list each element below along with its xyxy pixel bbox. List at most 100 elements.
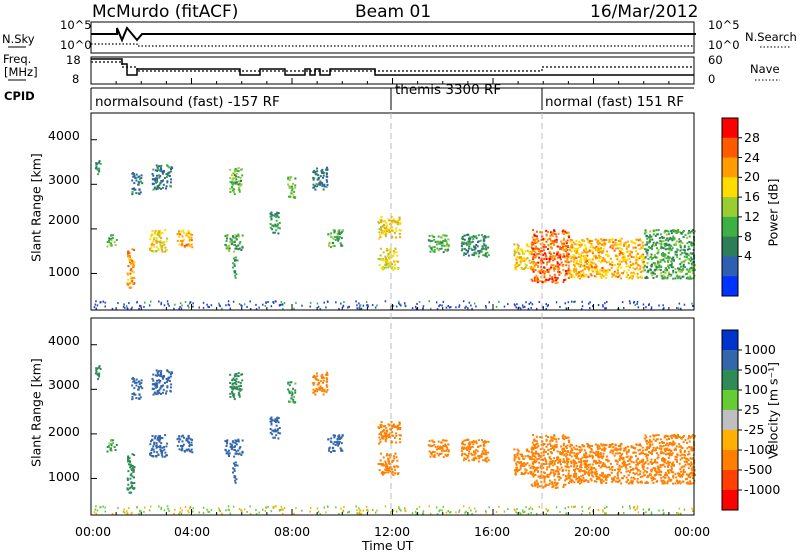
echo-cell <box>611 273 614 276</box>
echo-cell <box>681 457 684 460</box>
echo-cell <box>397 473 399 476</box>
echo-cell <box>578 445 581 448</box>
echo-cell <box>340 449 343 452</box>
echo-cell <box>586 442 589 445</box>
echo-cell <box>651 263 653 266</box>
echo-cell <box>675 476 678 479</box>
echo-cell <box>472 238 475 241</box>
echo-cell <box>580 481 583 484</box>
echo-cell <box>235 175 238 178</box>
echo-cell <box>548 462 551 465</box>
echo-cell <box>381 268 384 271</box>
echo-cell <box>443 439 446 442</box>
echo-cell <box>162 183 165 186</box>
echo-cell <box>601 243 604 246</box>
echo-cell <box>474 456 477 459</box>
echo-cell <box>274 225 277 228</box>
echo-cell <box>224 235 227 238</box>
echo-cell <box>133 379 136 382</box>
echo-cell <box>533 466 536 469</box>
echo-cell <box>661 441 664 443</box>
echo-cell <box>377 462 380 465</box>
echo-cell <box>683 460 686 463</box>
echo-cell <box>388 249 391 252</box>
echo-cell <box>463 241 466 244</box>
echo-cell <box>291 393 294 396</box>
echo-cell <box>240 249 243 251</box>
echo-cell <box>533 265 536 268</box>
echo-cell <box>641 259 644 262</box>
echo-cell <box>391 226 394 229</box>
echo-cell <box>540 440 543 443</box>
echo-cell <box>648 439 651 442</box>
echo-cell <box>541 459 544 462</box>
echo-cell <box>573 269 576 272</box>
echo-cell <box>577 272 580 275</box>
echo-cell <box>607 254 610 257</box>
echo-cell <box>392 268 395 271</box>
echo-cell <box>151 178 154 181</box>
echo-cell <box>316 185 319 188</box>
echo-cell <box>544 451 547 453</box>
ground-scatter-cell <box>218 507 220 510</box>
echo-cell <box>543 266 545 269</box>
echo-cell <box>547 448 550 451</box>
echo-cell <box>654 244 657 247</box>
echo-cell <box>384 266 387 269</box>
echo-cell <box>437 235 440 238</box>
echo-cell <box>653 477 656 480</box>
ground-scatter-cell <box>415 307 418 310</box>
echo-cell <box>536 481 539 484</box>
echo-cell <box>573 271 576 274</box>
echo-cell <box>678 481 681 484</box>
echo-cell <box>597 451 600 453</box>
echo-cell <box>536 237 539 240</box>
ground-scatter-cell <box>634 509 636 511</box>
echo-cell <box>545 439 548 442</box>
echo-cell <box>668 478 671 481</box>
echo-cell <box>135 179 138 182</box>
echo-cell <box>599 474 602 477</box>
echo-cell <box>553 252 556 255</box>
echo-cell <box>602 256 605 259</box>
echo-cell <box>180 244 183 247</box>
echo-cell <box>155 237 158 240</box>
ground-scatter-cell <box>255 513 258 516</box>
echo-cell <box>678 231 681 233</box>
ground-scatter-cell <box>588 302 590 305</box>
echo-cell <box>158 439 160 442</box>
velocity-echoes <box>93 365 696 516</box>
echo-cell <box>620 471 623 474</box>
echo-cell <box>290 397 293 400</box>
echo-cell <box>231 394 234 397</box>
echo-cell <box>131 487 134 490</box>
echo-cell <box>234 170 237 173</box>
echo-cell <box>317 183 320 186</box>
echo-cell <box>660 445 663 448</box>
echo-cell <box>529 262 532 264</box>
echo-cell <box>239 446 242 448</box>
ground-scatter-cell <box>221 307 223 310</box>
echo-cell <box>641 466 644 469</box>
ground-scatter-cell <box>645 511 647 514</box>
echo-cell <box>391 459 394 462</box>
echo-cell <box>677 434 680 436</box>
echo-cell <box>395 432 398 435</box>
echo-cell <box>545 434 548 437</box>
echo-cell <box>534 439 536 442</box>
echo-cell <box>232 262 235 265</box>
ground-scatter-cell <box>604 302 606 305</box>
echo-cell <box>651 479 654 482</box>
echo-cell <box>317 388 320 391</box>
echo-cell <box>331 446 334 449</box>
echo-cell <box>438 242 441 245</box>
echo-cell <box>667 260 669 263</box>
echo-cell <box>181 229 184 232</box>
echo-cell <box>177 437 180 440</box>
echo-cell <box>667 457 670 459</box>
echo-cell <box>644 243 647 246</box>
echo-cell <box>398 232 401 235</box>
echo-cell <box>579 449 582 452</box>
echo-cell <box>341 434 344 437</box>
echo-cell <box>447 244 450 247</box>
